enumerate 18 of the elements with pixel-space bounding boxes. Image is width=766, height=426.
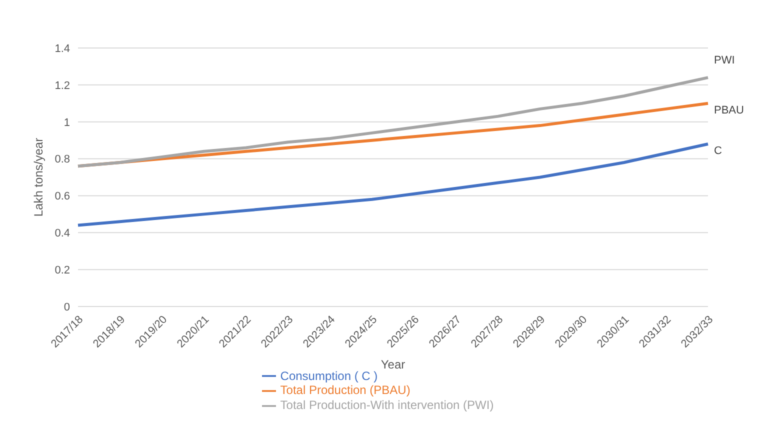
y-tick-label: 1 [64, 116, 70, 129]
y-axis-title: Lakh tons/year [31, 138, 46, 217]
y-tick-label: 0 [64, 301, 70, 314]
y-tick-label: 0.2 [54, 264, 70, 276]
y-tick-label: 1.2 [54, 80, 70, 92]
line-series [76, 76, 710, 168]
annotation: PWI [714, 54, 735, 66]
legend-label: Consumption ( C ) [280, 368, 378, 383]
y-tick-label: 0.4 [54, 228, 70, 240]
annotation: C [714, 144, 722, 157]
legend-label: Total Production (PBAU) [280, 383, 410, 398]
y-tick-label: 0.8 [54, 154, 70, 166]
y-tick-label: 0.6 [54, 190, 70, 203]
annotation: PBAU [714, 104, 744, 116]
x-axis-title: Year [380, 358, 406, 372]
y-tick-label: 1.4 [54, 42, 70, 55]
line-series [76, 142, 710, 227]
legend-label: Total Production-With intervention (PWI) [280, 398, 494, 412]
